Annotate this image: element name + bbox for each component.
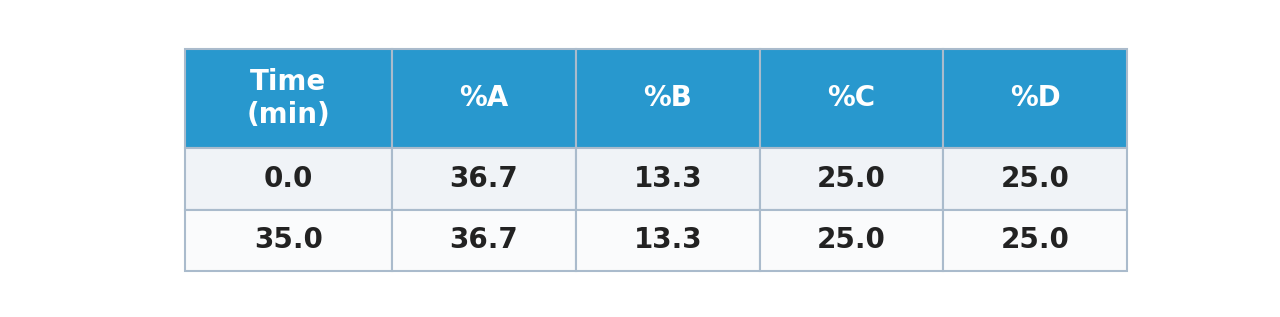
Bar	[943, 148, 1128, 210]
Bar	[392, 210, 576, 271]
Bar	[576, 210, 759, 271]
Bar	[392, 148, 576, 210]
Bar	[184, 49, 392, 148]
Text: %B: %B	[644, 84, 692, 113]
Text: %D: %D	[1010, 84, 1061, 113]
Text: 35.0: 35.0	[253, 226, 323, 254]
Text: 25.0: 25.0	[1001, 226, 1070, 254]
Text: Time
(min): Time (min)	[247, 68, 330, 129]
Text: %C: %C	[827, 84, 876, 113]
Text: 25.0: 25.0	[817, 226, 886, 254]
Text: 0.0: 0.0	[264, 165, 314, 193]
Text: 25.0: 25.0	[1001, 165, 1070, 193]
Bar	[759, 148, 943, 210]
Text: 36.7: 36.7	[449, 165, 518, 193]
Text: 13.3: 13.3	[634, 226, 703, 254]
Text: 36.7: 36.7	[449, 226, 518, 254]
Bar	[759, 49, 943, 148]
Bar	[184, 210, 392, 271]
Text: 13.3: 13.3	[634, 165, 703, 193]
Bar	[759, 210, 943, 271]
Bar	[392, 49, 576, 148]
Bar	[943, 49, 1128, 148]
Bar	[943, 210, 1128, 271]
Text: %A: %A	[460, 84, 508, 113]
Bar	[184, 148, 392, 210]
Text: 25.0: 25.0	[817, 165, 886, 193]
Bar	[576, 148, 759, 210]
Bar	[576, 49, 759, 148]
